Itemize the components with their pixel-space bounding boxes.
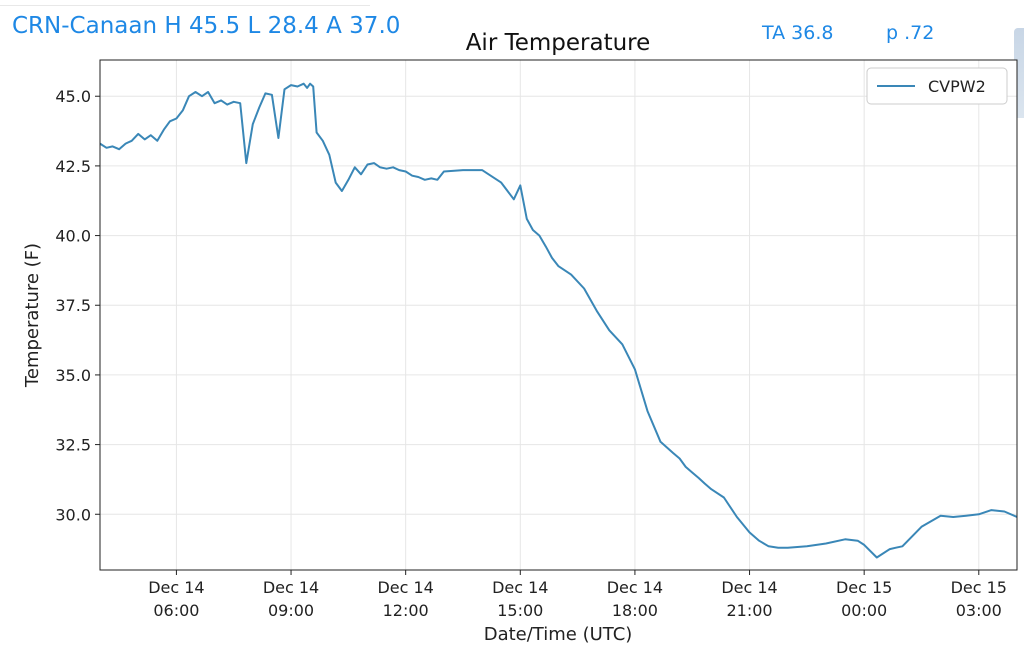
- legend-label: CVPW2: [928, 77, 986, 96]
- scroll-handle[interactable]: [1014, 28, 1024, 118]
- x-tick-label-date: Dec 14: [263, 578, 319, 597]
- x-axis-label: Date/Time (UTC): [484, 624, 633, 645]
- x-tick-label-date: Dec 14: [721, 578, 777, 597]
- legend: CVPW2: [866, 67, 1008, 105]
- y-tick-label: 35.0: [55, 366, 91, 385]
- x-tick-label-time: 21:00: [726, 601, 772, 620]
- x-tick-label-time: 12:00: [383, 601, 429, 620]
- grid-lines: [100, 60, 1017, 570]
- y-tick-label: 32.5: [55, 436, 91, 455]
- y-tick-label: 42.5: [55, 157, 91, 176]
- top-divider: [0, 5, 370, 6]
- ta-readout: TA 36.8: [762, 22, 834, 44]
- y-tick-label: 45.0: [55, 87, 91, 106]
- x-tick-label-date: Dec 15: [836, 578, 892, 597]
- y-axis-label: Temperature (F): [22, 243, 43, 388]
- axis-ticks: 30.0 32.5 35.0 37.5 40.0 42.5 45.0 Dec 14 06:00 D…: [55, 87, 1007, 620]
- p-readout: p .72: [886, 22, 935, 44]
- legend-box: [866, 67, 1008, 105]
- x-tick-label-time: 00:00: [841, 601, 887, 620]
- x-tick-label-time: 06:00: [153, 601, 199, 620]
- x-tick-label-time: 09:00: [268, 601, 314, 620]
- series-line-cvpw2: [99, 82, 1018, 559]
- x-tick-label-date: Dec 14: [148, 578, 204, 597]
- station-summary: CRN-Canaan H 45.5 L 28.4 A 37.0: [12, 13, 401, 39]
- x-tick-label-time: 15:00: [497, 601, 543, 620]
- x-tick-label-date: Dec 14: [492, 578, 548, 597]
- x-tick-label-date: Dec 14: [607, 578, 663, 597]
- y-tick-label: 30.0: [55, 505, 91, 524]
- x-tick-label-time: 03:00: [956, 601, 1002, 620]
- x-tick-label-date: Dec 15: [951, 578, 1007, 597]
- chart-title: Air Temperature: [466, 30, 651, 56]
- plot-frame: [99, 59, 1018, 571]
- series-layer: [99, 82, 1018, 559]
- x-tick-label-time: 18:00: [612, 601, 658, 620]
- y-tick-label: 37.5: [55, 296, 91, 315]
- y-tick-label: 40.0: [55, 227, 91, 246]
- plot-background: [100, 60, 1017, 570]
- x-tick-label-date: Dec 14: [377, 578, 433, 597]
